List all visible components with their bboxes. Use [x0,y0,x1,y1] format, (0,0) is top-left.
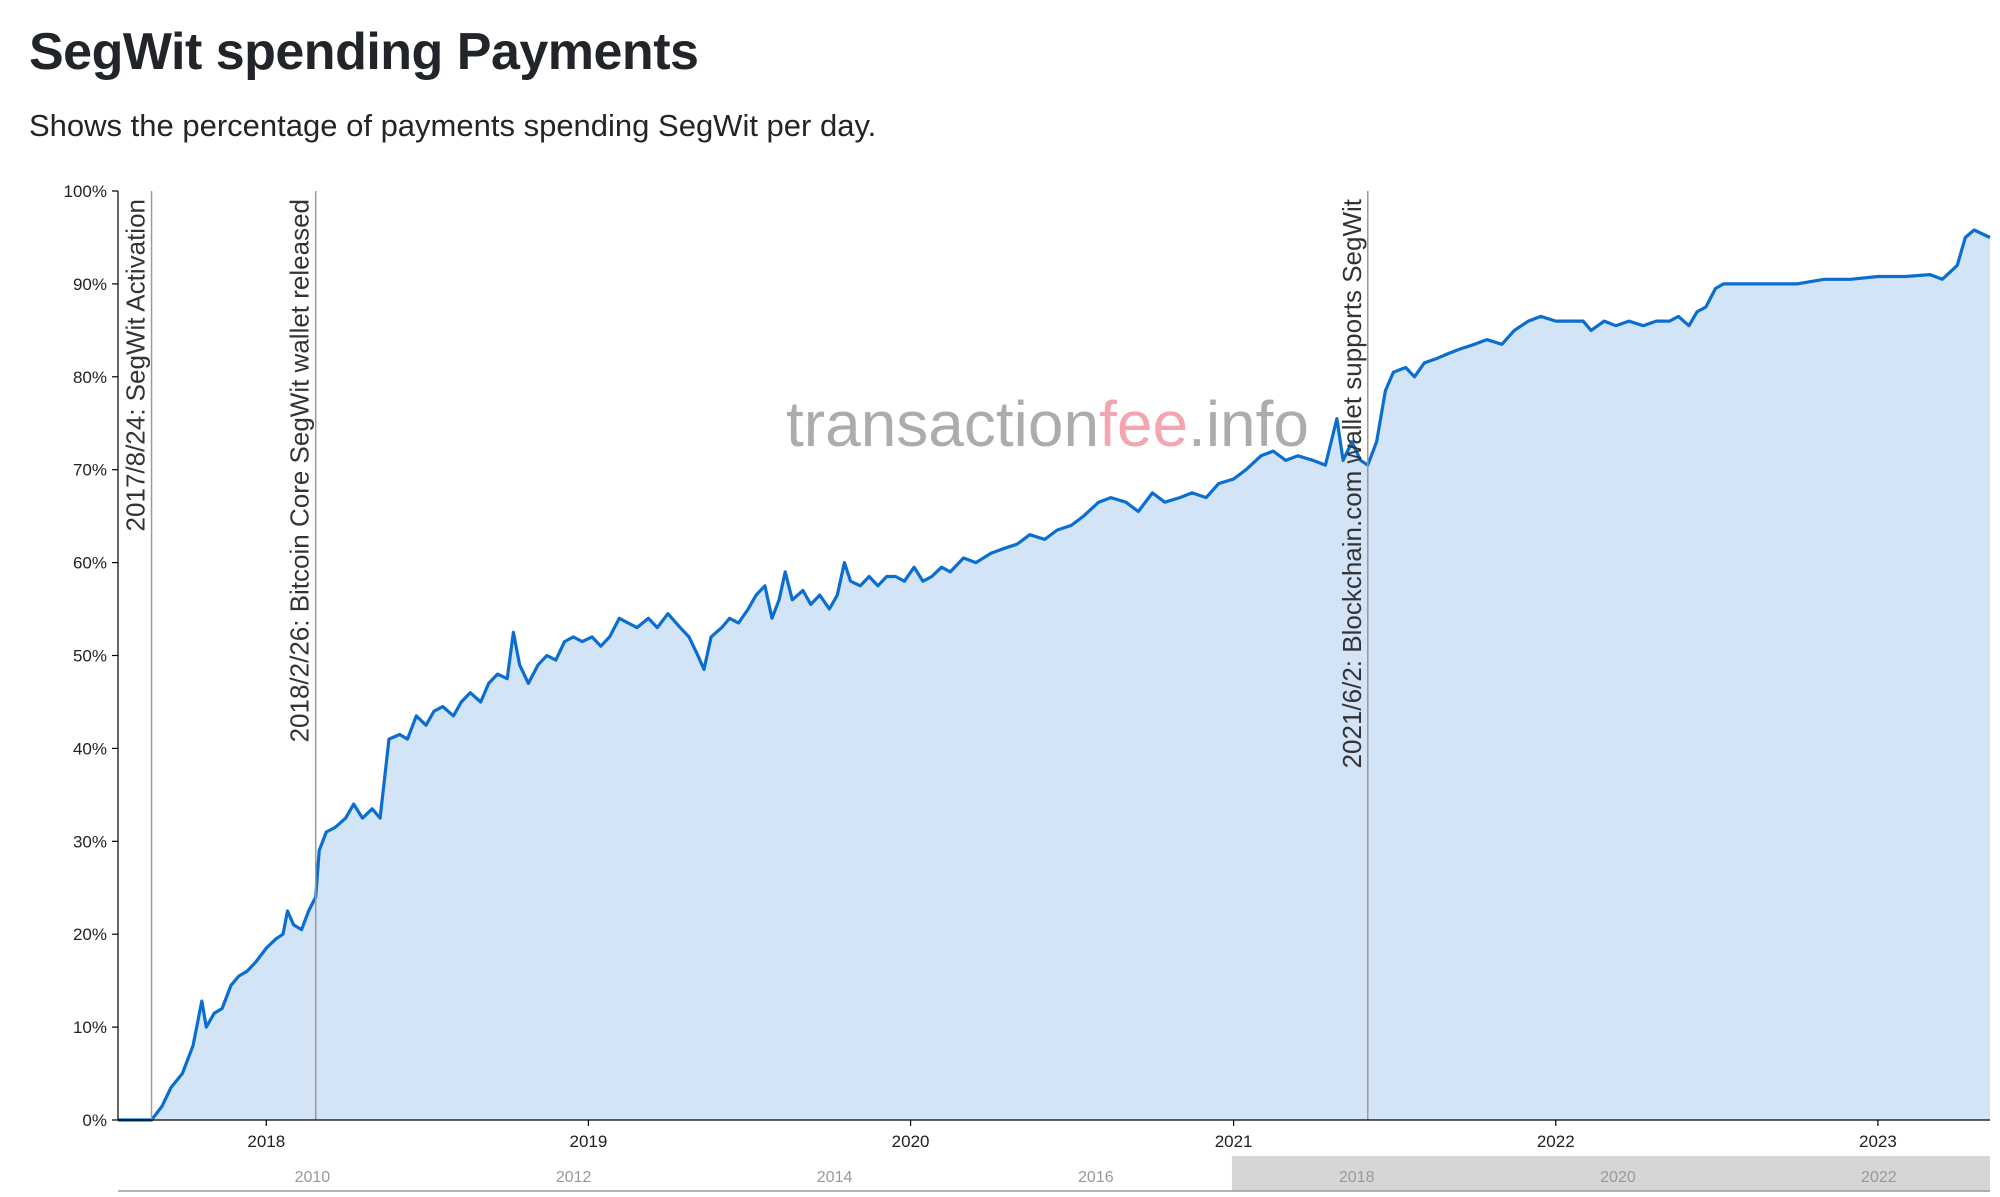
x-tick-label: 2021 [1215,1132,1253,1151]
navigator-tick-label: 2020 [1600,1169,1636,1186]
series-area [118,230,1990,1120]
y-tick-label: 0% [82,1111,107,1130]
y-tick-label: 10% [73,1018,107,1037]
y-tick-label: 80% [73,368,107,387]
y-tick-label: 50% [73,647,107,666]
navigator-window [1231,1156,1990,1191]
navigator-tick-label: 2012 [556,1169,592,1186]
series-line [118,228,1991,1122]
y-tick-label: 30% [73,832,107,851]
navigator[interactable]: 2010 2012 2014 2016 2018 2020 2022 [118,1156,1990,1192]
page-subtitle: Shows the percentage of payments spendin… [29,108,877,143]
page-title: SegWit spending Payments [29,23,699,81]
y-tick-label: 20% [73,925,107,944]
y-tick-label: 100% [64,182,107,201]
x-tick-label: 2022 [1537,1132,1575,1151]
navigator-tick-label: 2010 [295,1169,331,1186]
x-tick-label: 2019 [570,1132,608,1151]
y-tick-label: 70% [73,461,107,480]
annotation-label: 2021/6/2: Blockchain.com wallet supports… [1337,198,1367,768]
y-tick-label: 90% [73,275,107,294]
navigator-tick-label: 2016 [1078,1169,1114,1186]
annotation-label: 2017/8/24: SegWit Activation [121,199,151,531]
y-tick-label: 40% [73,739,107,758]
navigator-tick-label: 2014 [817,1169,853,1186]
watermark: transactionfee.info [786,388,1309,460]
annotation-label: 2018/2/26: Bitcoin Core SegWit wallet re… [285,199,315,742]
navigator-tick-label: 2018 [1339,1169,1375,1186]
y-tick-label: 60% [73,554,107,573]
x-tick-label: 2018 [247,1132,285,1151]
watermark-part3: .info [1188,388,1309,460]
watermark-part2: fee [1099,388,1188,460]
x-tick-label: 2020 [892,1132,930,1151]
x-tick-label: 2023 [1859,1132,1897,1151]
watermark-part1: transaction [786,388,1099,460]
navigator-tick-label: 2022 [1861,1169,1897,1186]
